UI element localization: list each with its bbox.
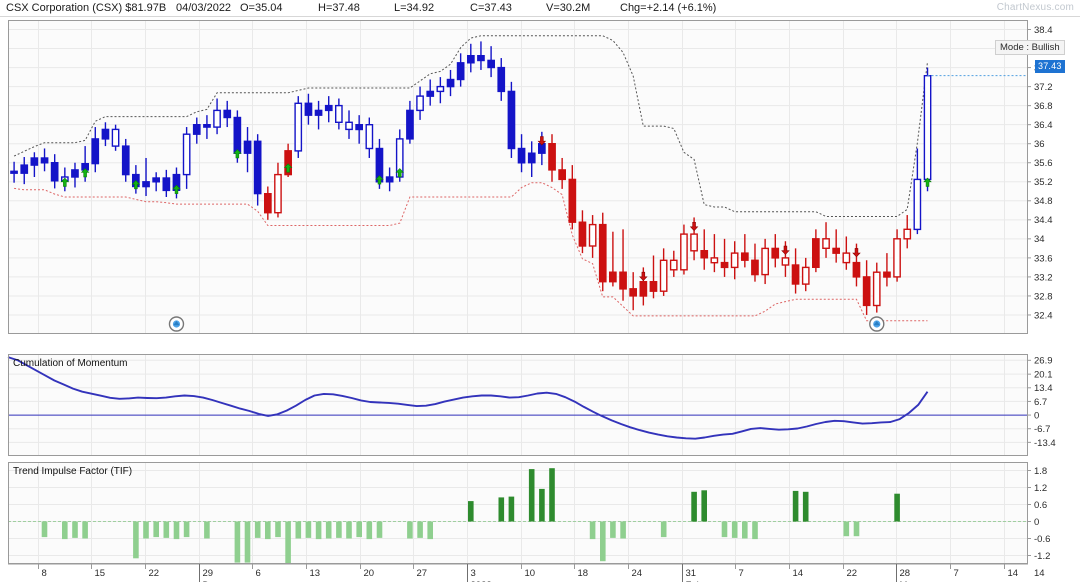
svg-text:24: 24: [632, 568, 643, 579]
svg-text:2022: 2022: [471, 580, 492, 582]
svg-text:31: 31: [686, 568, 697, 579]
date-axis-labels: 8 15 22 29Dec 6 13 20 27 32022 10 18 24 31Feb 7 14 22 28…: [38, 564, 1045, 582]
svg-text:33.6: 33.6: [1034, 253, 1053, 264]
svg-text:0: 0: [1034, 411, 1039, 422]
svg-text:7: 7: [954, 568, 959, 579]
watermark-label: ChartNexus.com: [996, 2, 1074, 13]
svg-text:7: 7: [739, 568, 744, 579]
svg-text:28: 28: [900, 568, 911, 579]
quote-date: 04/03/2022: [176, 2, 232, 14]
quote-volume: V=30.2M: [546, 2, 591, 14]
svg-text:1.8: 1.8: [1034, 466, 1047, 477]
page-title: CSX Corporation (CSX) $81.97B: [6, 2, 167, 14]
svg-text:34.4: 34.4: [1034, 215, 1053, 226]
svg-text:Mar: Mar: [900, 580, 916, 582]
svg-text:3: 3: [471, 568, 476, 579]
svg-text:22: 22: [149, 568, 160, 579]
price-axis-labels: 38.43837.637.236.836.43635.635.234.834.4…: [1028, 25, 1056, 562]
svg-text:29: 29: [203, 568, 214, 579]
svg-text:6: 6: [256, 568, 261, 579]
svg-text:-13.4: -13.4: [1034, 438, 1056, 449]
chart-svg[interactable]: 38.43837.637.236.836.43635.635.234.834.4…: [0, 16, 1080, 582]
chart-canvas[interactable]: 38.43837.637.236.836.43635.635.234.834.4…: [0, 16, 1080, 582]
momentum-line-group: [7, 356, 1028, 440]
svg-text:20: 20: [364, 568, 375, 579]
quote-low: L=34.92: [394, 2, 435, 14]
svg-text:0.6: 0.6: [1034, 500, 1047, 511]
tif-histogram-group: [8, 468, 1028, 564]
svg-text:32.8: 32.8: [1034, 291, 1053, 302]
quote-open: O=35.04: [240, 2, 283, 14]
panel-frames-group: [8, 20, 1028, 565]
quote-header-bar: CSX Corporation (CSX) $81.97B 04/03/2022…: [0, 0, 1080, 17]
svg-text:8: 8: [42, 568, 47, 579]
svg-text:Cumulation of Momentum: Cumulation of Momentum: [13, 358, 128, 369]
gridlines-group: [8, 20, 1028, 564]
event-markers-group[interactable]: [168, 316, 885, 332]
svg-text:14: 14: [793, 568, 804, 579]
svg-text:13: 13: [310, 568, 321, 579]
candlesticks-group: [10, 41, 1028, 315]
svg-text:36.4: 36.4: [1034, 120, 1053, 131]
svg-text:13.4: 13.4: [1034, 383, 1053, 394]
svg-text:-0.6: -0.6: [1034, 534, 1050, 545]
panel-titles-group: Cumulation of Momentum Trend Impulse Fact…: [13, 358, 132, 477]
svg-text:32.4: 32.4: [1034, 310, 1053, 321]
mode-badge: Mode : Bullish: [995, 40, 1065, 55]
svg-text:2022: 2022: [471, 580, 492, 582]
svg-text:1.2: 1.2: [1034, 483, 1047, 494]
svg-text:36.8: 36.8: [1034, 101, 1053, 112]
svg-text:-1.2: -1.2: [1034, 551, 1050, 562]
svg-text:22: 22: [847, 568, 858, 579]
svg-text:35.2: 35.2: [1034, 177, 1053, 188]
svg-text:27: 27: [417, 568, 428, 579]
svg-text:0: 0: [1034, 517, 1039, 528]
svg-text:Feb: Feb: [686, 580, 702, 582]
svg-text:35.6: 35.6: [1034, 158, 1053, 169]
svg-text:18: 18: [578, 568, 589, 579]
svg-text:14: 14: [1008, 568, 1019, 579]
svg-text:Trend Impulse Factor (TIF): Trend Impulse Factor (TIF): [13, 466, 132, 477]
svg-text:33.2: 33.2: [1034, 272, 1053, 283]
quote-change: Chg=+2.14 (+6.1%): [620, 2, 717, 14]
svg-text:14: 14: [1034, 568, 1045, 579]
svg-text:10: 10: [525, 568, 536, 579]
svg-text:37.2: 37.2: [1034, 82, 1053, 93]
svg-text:36: 36: [1034, 139, 1045, 150]
svg-text:26.9: 26.9: [1034, 356, 1053, 367]
signal-arrows-group: [60, 136, 932, 282]
svg-text:20.1: 20.1: [1034, 370, 1053, 381]
svg-text:34.8: 34.8: [1034, 196, 1053, 207]
svg-text:38.4: 38.4: [1034, 25, 1053, 36]
svg-text:15: 15: [95, 568, 106, 579]
last-price-tag: 37.43: [1035, 60, 1065, 73]
svg-text:6.7: 6.7: [1034, 397, 1047, 408]
svg-text:34: 34: [1034, 234, 1045, 245]
svg-text:Dec: Dec: [203, 580, 220, 582]
quote-high: H=37.48: [318, 2, 360, 14]
quote-close: C=37.43: [470, 2, 512, 14]
svg-text:-6.7: -6.7: [1034, 424, 1050, 435]
